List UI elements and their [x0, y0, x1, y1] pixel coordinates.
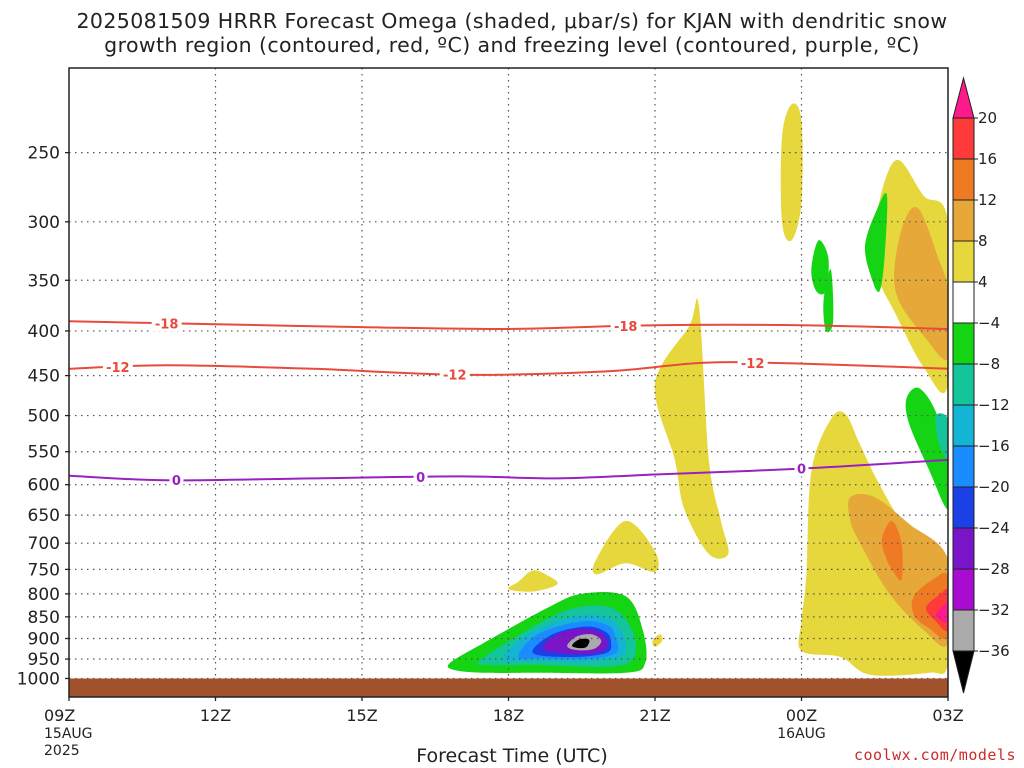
colorbar-swatch-4 — [952, 281, 975, 324]
terrain-band — [69, 678, 948, 697]
colorbar-label-8: −16 — [978, 437, 1010, 455]
omega-region-26 — [572, 638, 590, 649]
colorbar-swatch-12 — [952, 609, 975, 652]
contour-label-bg-1-2 — [737, 355, 768, 372]
colorbar-label-5: −4 — [978, 314, 1000, 332]
colorbar-label-3: 8 — [978, 232, 988, 250]
y-tick-label-250: 250 — [28, 144, 60, 164]
contour-label-bg-0-0 — [151, 315, 182, 332]
colorbar-label-4: 4 — [978, 273, 988, 291]
omega-region-15 — [823, 269, 834, 333]
colorbar-swatch-1 — [952, 158, 975, 201]
contour-label-bg-2-1 — [413, 468, 428, 485]
colorbar-swatch-3 — [952, 240, 975, 283]
contour-label-bg-2-0 — [169, 472, 184, 489]
y-tick-label-800: 800 — [28, 585, 60, 605]
y-tick-label-550: 550 — [28, 443, 60, 463]
contour-label-1-0: -12 — [106, 361, 130, 376]
contour-label-bg-0-1 — [610, 317, 641, 334]
y-tick-label-850: 850 — [28, 608, 60, 628]
contour-line--12 — [69, 361, 948, 376]
x-tick-label-18Z: 18Z — [493, 706, 524, 725]
omega-region-12 — [935, 600, 948, 623]
x-tick-label-00Z: 00Z — [786, 706, 817, 725]
colorbar-label-7: −12 — [978, 396, 1010, 414]
omega-region-14 — [864, 193, 888, 293]
contour-label-2-0: 0 — [172, 474, 181, 489]
x-tick-label-09Z: 09Z — [44, 706, 75, 725]
contour-label-2-1: 0 — [416, 471, 425, 486]
colorbar-label-2: 12 — [978, 191, 997, 209]
x-tick-label-15Z: 15Z — [346, 706, 377, 725]
colorbar-label-10: −24 — [978, 519, 1010, 537]
omega-region-9 — [881, 520, 903, 581]
contour-label-2-2: 0 — [797, 463, 806, 478]
omega-region-7 — [894, 206, 948, 360]
x-tick-sublabel-00Z: 16AUG — [777, 726, 826, 742]
y-tick-label-700: 700 — [28, 534, 60, 554]
colorbar-swatch-11 — [952, 568, 975, 611]
chart-title-line-1: 2025081509 HRRR Forecast Omega (shaded, … — [76, 9, 948, 33]
contour-label-1-1: -12 — [443, 369, 467, 384]
colorbar-label-1: 16 — [978, 150, 997, 168]
colorbar-label-11: −28 — [978, 560, 1010, 578]
contour-line--18 — [69, 320, 948, 331]
y-tick-label-900: 900 — [28, 630, 60, 650]
omega-region-18 — [935, 413, 948, 460]
x-tick-label-21Z: 21Z — [639, 706, 670, 725]
colorbar-label-6: −8 — [978, 355, 1000, 373]
colorbar-bottom-triangle — [952, 650, 975, 694]
omega-region-2 — [652, 634, 663, 647]
y-tick-label-600: 600 — [28, 476, 60, 496]
y-tick-label-750: 750 — [28, 560, 60, 580]
colorbar-top-triangle — [952, 76, 975, 119]
colorbar-label-0: 20 — [978, 109, 997, 127]
x-tick-label-12Z: 12Z — [200, 706, 231, 725]
colorbar-label-9: −20 — [978, 478, 1010, 496]
colorbar-swatch-6 — [952, 363, 975, 406]
credit-text: coolwx.com/models — [853, 746, 1016, 764]
y-tick-label-500: 500 — [28, 407, 60, 427]
colorbar-swatch-2 — [952, 199, 975, 242]
contour-label-bg-1-1 — [439, 366, 470, 383]
contour-label-1-2: -12 — [741, 357, 765, 372]
contour-label-0-1: -18 — [614, 320, 638, 335]
contour-label-bg-2-2 — [794, 460, 809, 477]
omega-region-3 — [654, 298, 729, 559]
y-tick-label-450: 450 — [28, 367, 60, 387]
y-tick-label-300: 300 — [28, 213, 60, 233]
colorbar-swatch-0 — [952, 117, 975, 160]
y-tick-label-950: 950 — [28, 650, 60, 670]
chart-title-line-2: growth region (contoured, red, ºC) and f… — [104, 33, 920, 57]
y-tick-label-650: 650 — [28, 506, 60, 526]
plot-area: -18 -18 -12 -12 -12 0 0 0 — [69, 68, 948, 697]
colorbar-label-12: −32 — [978, 601, 1010, 619]
y-tick-label-1000: 1000 — [17, 669, 60, 689]
x-tick-sublabel2-09Z: 2025 — [44, 743, 80, 759]
colorbar-swatch-7 — [952, 404, 975, 447]
x-tick-label-03Z: 03Z — [932, 706, 963, 725]
omega-region-1 — [592, 520, 659, 575]
colorbar-swatch-9 — [952, 486, 975, 529]
colorbar-swatch-8 — [952, 445, 975, 488]
colorbar-swatch-5 — [952, 322, 975, 365]
y-tick-label-400: 400 — [28, 322, 60, 342]
x-axis-label: Forecast Time (UTC) — [416, 745, 608, 767]
contour-label-0-0: -18 — [155, 317, 179, 332]
x-tick-sublabel-09Z: 15AUG — [44, 726, 93, 742]
omega-region-16 — [811, 240, 829, 295]
contour-label-bg-1-0 — [102, 359, 133, 376]
omega-region-0 — [508, 570, 558, 592]
omega-region-4 — [780, 103, 803, 242]
colorbar-label-13: −36 — [978, 642, 1010, 660]
colorbar-swatch-10 — [952, 527, 975, 570]
y-tick-label-350: 350 — [28, 271, 60, 291]
